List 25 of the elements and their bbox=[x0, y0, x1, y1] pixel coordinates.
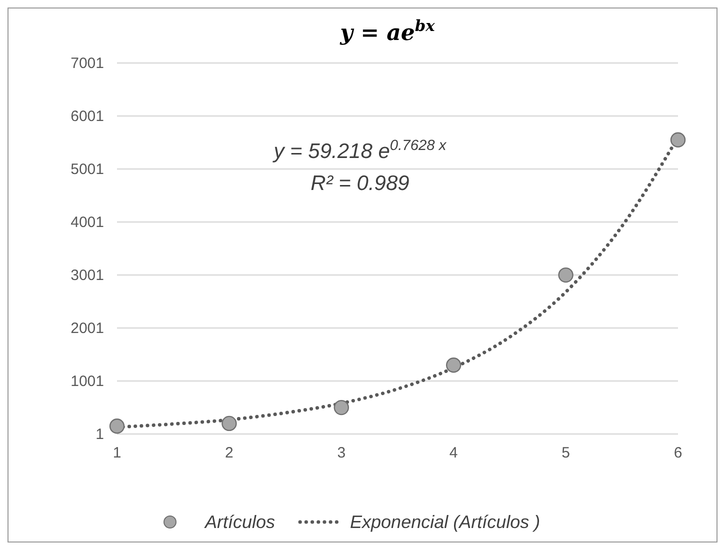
y-tick-label: 5001 bbox=[70, 160, 104, 178]
y-tick-label: 3001 bbox=[70, 266, 104, 284]
annotation: R² = 0.989 bbox=[310, 172, 410, 195]
x-tick-label: 2 bbox=[225, 444, 234, 462]
y-tick-label: 7001 bbox=[70, 54, 104, 72]
point bbox=[222, 416, 237, 432]
point bbox=[670, 132, 686, 148]
point bbox=[558, 267, 574, 283]
point bbox=[446, 358, 462, 373]
y-tick-label: 1 bbox=[96, 426, 104, 443]
y-tick-label: 4001 bbox=[70, 214, 104, 231]
y-tick-label: 6001 bbox=[70, 108, 104, 125]
point bbox=[109, 418, 125, 434]
legend-label: Exponencial (Artículos ) bbox=[350, 512, 540, 532]
x-tick-label: 1 bbox=[112, 444, 122, 462]
y-tick-label: 2001 bbox=[70, 320, 104, 337]
y-tick-label: 1001 bbox=[70, 372, 104, 390]
chart-title: y = ae$^{bx}$ bbox=[339, 17, 436, 46]
annotation: y = 59.218 e$^{0.7628 x}$ bbox=[272, 138, 447, 163]
x-tick-label: 6 bbox=[674, 444, 682, 462]
legend-label: Artículos bbox=[204, 512, 276, 532]
x-tick-label: 3 bbox=[337, 444, 346, 462]
point bbox=[334, 400, 349, 416]
x-tick-label: 4 bbox=[449, 444, 458, 462]
x-tick-label: 5 bbox=[562, 444, 570, 462]
